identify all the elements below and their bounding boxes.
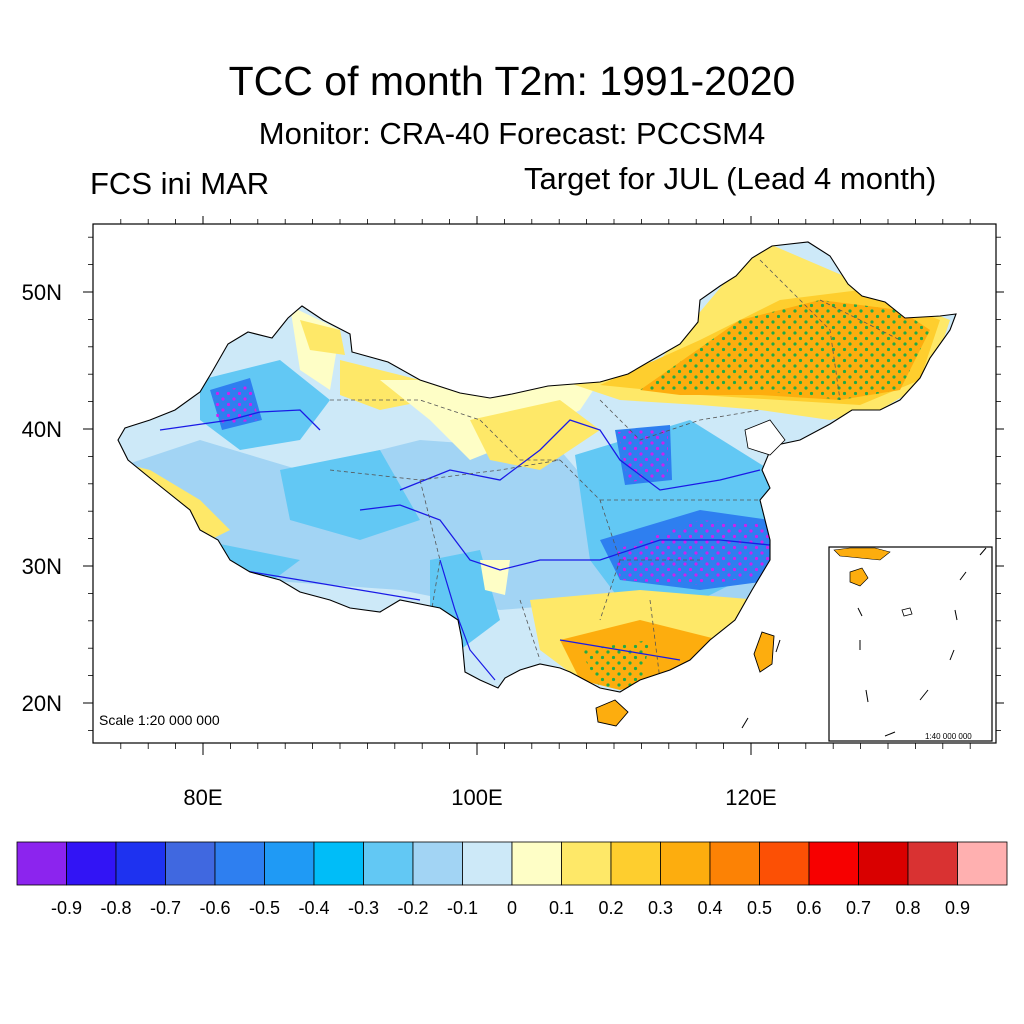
init-month-label: FCS ini MAR bbox=[90, 166, 270, 201]
colorbar-label: -0.3 bbox=[348, 898, 379, 918]
shade-plus-02 bbox=[470, 400, 600, 470]
south-china-sea-inset: 1:40 000 000 bbox=[828, 546, 993, 742]
colorbar-swatch bbox=[313, 841, 364, 886]
province-borders bbox=[329, 259, 901, 681]
colorbar-swatch bbox=[610, 841, 661, 886]
colorbar-label: 0.2 bbox=[598, 898, 623, 918]
lat-tick-label: 50N bbox=[22, 280, 62, 305]
colorbar-label: -0.6 bbox=[199, 898, 230, 918]
colorbar-swatch bbox=[561, 841, 612, 886]
colorbar-swatch bbox=[115, 841, 166, 886]
colorbar-swatch bbox=[165, 841, 216, 886]
nine-dash-line bbox=[857, 547, 987, 737]
bohai-sea bbox=[744, 419, 786, 456]
lat-tick-label: 40N bbox=[22, 417, 62, 442]
river-yellow bbox=[399, 419, 761, 491]
inset-hainan bbox=[849, 567, 869, 587]
colorbar-swatch bbox=[462, 841, 513, 886]
river-mekong bbox=[439, 559, 496, 681]
shade-plus-02 bbox=[300, 320, 345, 355]
colorbar-label: 0.8 bbox=[895, 898, 920, 918]
colorbar-swatch bbox=[808, 841, 859, 886]
colorbar-label: -0.7 bbox=[150, 898, 181, 918]
colorbar-label: 0.6 bbox=[796, 898, 821, 918]
colorbar-label: -0.1 bbox=[447, 898, 478, 918]
colorbar-swatch bbox=[957, 841, 1008, 886]
colorbar-swatch bbox=[709, 841, 760, 886]
significance-stipple-ne bbox=[640, 300, 930, 400]
shade-minus-03 bbox=[280, 450, 420, 540]
colorbar-swatch bbox=[264, 841, 315, 886]
colorbar-label: 0.1 bbox=[549, 898, 574, 918]
map-title: TCC of month T2m: 1991-2020 bbox=[228, 58, 796, 104]
axes: 50N 40N 30N 20N 80E 100E 120E bbox=[22, 216, 1004, 810]
colorbar-swatch bbox=[907, 841, 958, 886]
colorbar: -0.9 -0.8 -0.7 -0.6 -0.5 -0.4 -0.3 -0.2 -0.1 0 0.1… bbox=[16, 841, 1008, 918]
colorbar-label: 0.5 bbox=[747, 898, 772, 918]
colorbar-swatch bbox=[412, 841, 463, 886]
lat-tick-label: 20N bbox=[22, 691, 62, 716]
colorbar-swatch bbox=[858, 841, 909, 886]
island-mark bbox=[775, 639, 781, 653]
river-yangtze bbox=[359, 504, 771, 571]
colorbar-swatch bbox=[66, 841, 117, 886]
island-mark bbox=[741, 717, 749, 729]
lat-tick-label: 30N bbox=[22, 554, 62, 579]
colorbar-label: 0 bbox=[507, 898, 517, 918]
lon-tick-label: 100E bbox=[451, 785, 502, 810]
lon-tick-label: 120E bbox=[725, 785, 776, 810]
inset-reef bbox=[901, 607, 913, 617]
river-pearl bbox=[559, 639, 681, 661]
colorbar-swatch bbox=[660, 841, 711, 886]
hainan-island bbox=[595, 699, 629, 727]
colorbar-swatch bbox=[16, 841, 67, 886]
lon-tick-label: 80E bbox=[183, 785, 222, 810]
colorbar-label: -0.2 bbox=[397, 898, 428, 918]
colorbar-swatch bbox=[759, 841, 810, 886]
colorbar-label: 0.4 bbox=[697, 898, 722, 918]
river-brahmaputra bbox=[239, 569, 421, 601]
shade-minus-03 bbox=[200, 360, 330, 450]
colorbar-label: -0.9 bbox=[51, 898, 82, 918]
target-label: Target for JUL (Lead 4 month) bbox=[524, 161, 937, 196]
country-outline bbox=[117, 241, 957, 693]
colorbar-swatch bbox=[363, 841, 414, 886]
scale-label-main: Scale 1:20 000 000 bbox=[99, 712, 220, 728]
colorbar-swatch bbox=[511, 841, 562, 886]
significance-stipple-yangtze bbox=[615, 520, 770, 585]
colorbar-swatch bbox=[214, 841, 265, 886]
scale-label-inset: 1:40 000 000 bbox=[925, 732, 972, 741]
colorbar-label: -0.4 bbox=[298, 898, 329, 918]
river-tarim bbox=[159, 409, 321, 431]
map-subtitle: Monitor: CRA-40 Forecast: PCCSM4 bbox=[258, 116, 766, 151]
inset-coast bbox=[833, 547, 891, 561]
colorbar-label: 0.7 bbox=[846, 898, 871, 918]
colorbar-label: -0.5 bbox=[249, 898, 280, 918]
taiwan-island bbox=[753, 631, 775, 673]
colorbar-label: 0.9 bbox=[945, 898, 970, 918]
colorbar-label: 0.3 bbox=[648, 898, 673, 918]
colorbar-label: -0.8 bbox=[100, 898, 131, 918]
